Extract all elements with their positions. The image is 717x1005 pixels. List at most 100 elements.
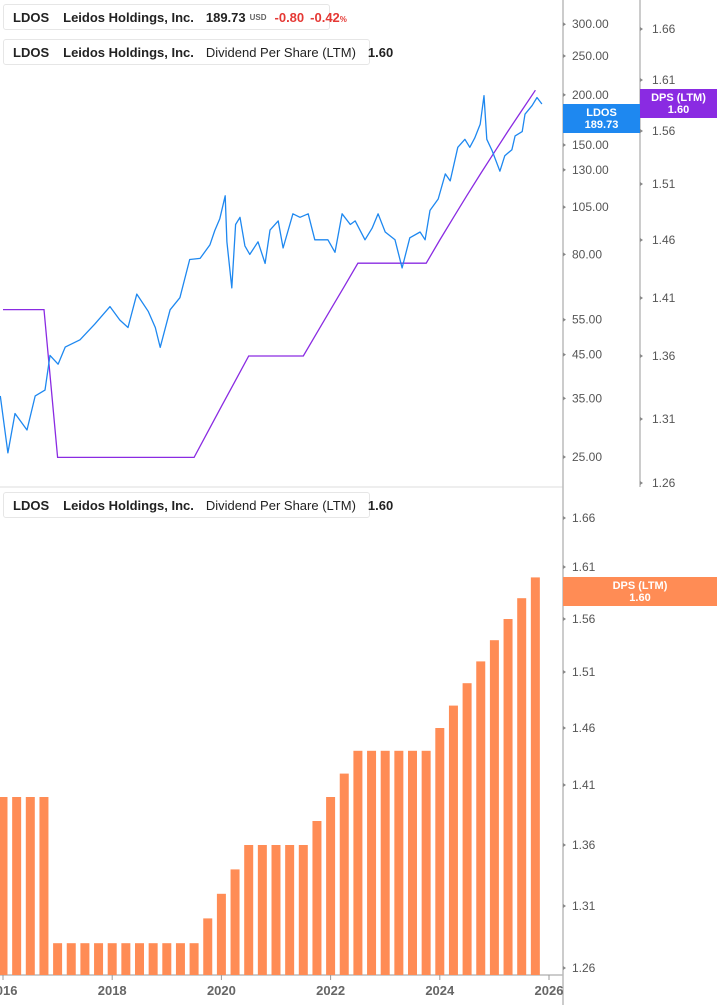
dps-tick-mark	[563, 843, 566, 847]
legend-dps-bottom[interactable]: LDOS Leidos Holdings, Inc. Dividend Per …	[3, 492, 393, 518]
legend-ticker: LDOS	[13, 9, 50, 25]
dps-bar	[80, 943, 90, 975]
y-tick-label: 35.00	[572, 391, 602, 405]
dps-bar	[107, 943, 117, 975]
price-tag-ticker: LDOS	[586, 106, 617, 119]
dps-bar	[530, 577, 540, 975]
dps-bar	[175, 943, 185, 975]
x-tick-label: 2020	[207, 983, 236, 998]
dps-bar	[312, 821, 322, 975]
dps-tick-mark	[640, 182, 643, 186]
dps-bottom-tag: DPS (LTM) 1.60	[563, 577, 717, 606]
legend-price-value: 189.73	[205, 9, 246, 25]
dps-tick-mark	[563, 565, 566, 569]
dps-tick-mark	[640, 129, 643, 133]
y-tick-mark	[563, 317, 566, 322]
dps-bar	[257, 845, 267, 975]
dps-tick-label: 1.31	[572, 899, 596, 913]
dps-tick-label: 1.56	[572, 612, 596, 626]
x-tick-label: 2024	[425, 983, 455, 998]
legend-dps-top[interactable]: LDOS Leidos Holdings, Inc. Dividend Per …	[3, 39, 393, 65]
dps-tick-label: 1.31	[652, 412, 676, 426]
y-tick-label: 105.00	[572, 200, 609, 214]
dps-tick-mark	[563, 726, 566, 730]
dps-tick-label: 1.56	[652, 124, 676, 138]
dps-bar	[25, 797, 35, 975]
dps-bar	[66, 943, 76, 975]
dps-bar	[380, 750, 390, 975]
dps-tick-mark	[640, 238, 643, 242]
y-tick-label: 150.00	[572, 138, 609, 152]
legend-price[interactable]: LDOS Leidos Holdings, Inc. 189.73 USD -0…	[3, 4, 347, 30]
dps-bar	[189, 943, 199, 975]
x-tick-label: 2016	[0, 983, 17, 998]
dps-bar	[462, 683, 472, 975]
dps-tick-label: 1.46	[572, 721, 596, 735]
dps-bar	[298, 845, 308, 975]
dps-bar	[394, 750, 404, 975]
dps-bar	[12, 797, 22, 975]
dps-bar	[121, 943, 131, 975]
dps-bar	[162, 943, 172, 975]
dps-bar	[135, 943, 144, 975]
legend-metric: Dividend Per Share (LTM)	[205, 44, 356, 60]
dps-tick-mark	[563, 783, 566, 787]
y-tick-mark	[563, 54, 566, 58]
dps-tick-mark	[640, 27, 643, 31]
legend-value: 1.60	[367, 497, 394, 513]
dps-bar	[148, 943, 158, 975]
dps-bar	[517, 598, 527, 975]
legend-change: -0.80	[274, 9, 305, 25]
dps-bar	[244, 845, 254, 975]
y-tick-mark	[563, 252, 566, 257]
dps-tick-label: 1.66	[652, 22, 676, 36]
dps-bar	[285, 845, 295, 975]
legend-change-pct: -0.42%	[310, 9, 347, 25]
dps-tick-mark	[563, 617, 566, 621]
dps-tick-mark	[640, 78, 643, 82]
price-tag-value: 189.73	[584, 118, 619, 131]
dps-tick-label: 1.66	[572, 511, 596, 525]
price-tag: LDOS 189.73	[563, 104, 640, 133]
dps-tick-label: 1.36	[572, 838, 596, 852]
dps-tick-mark	[563, 670, 566, 674]
dps-bar	[230, 869, 240, 975]
y-tick-label: 45.00	[572, 348, 602, 362]
x-tick-label: 2018	[98, 983, 127, 998]
dps-tick-label: 1.51	[572, 665, 596, 679]
dps-tick-label: 1.61	[572, 560, 596, 574]
x-tick-label: 2022	[316, 983, 345, 998]
dps-tick-label: 1.41	[572, 778, 596, 792]
dps-bar	[367, 750, 377, 975]
dps-tag-value: 1.60	[667, 103, 690, 116]
y-tick-label: 130.00	[572, 163, 609, 177]
dps-tick-label: 1.41	[652, 291, 676, 305]
dps-bar	[53, 943, 63, 975]
dps-top-tag: DPS (LTM) 1.60	[640, 89, 717, 118]
dps-bar	[0, 797, 8, 975]
dps-bar	[271, 845, 281, 975]
dps-tick-mark	[563, 904, 566, 908]
y-tick-label: 200.00	[572, 88, 609, 102]
y-tick-label: 80.00	[572, 247, 602, 261]
dps-bar	[448, 705, 458, 975]
dps-tick-label: 1.26	[652, 476, 676, 490]
legend-currency: USD	[249, 12, 267, 22]
dps-tick-mark	[640, 296, 643, 300]
legend-company: Leidos Holdings, Inc.	[63, 44, 194, 60]
dps-bar	[435, 728, 445, 975]
y-tick-label: 250.00	[572, 49, 609, 63]
y-tick-label: 300.00	[572, 17, 609, 31]
legend-company: Leidos Holdings, Inc.	[63, 497, 194, 513]
dps-bar	[408, 750, 417, 975]
y-tick-mark	[563, 142, 566, 147]
legend-metric: Dividend Per Share (LTM)	[205, 497, 356, 513]
y-tick-mark	[563, 396, 566, 401]
dps-tick-label: 1.46	[652, 233, 676, 247]
dps-bar	[503, 619, 513, 975]
y-tick-mark	[563, 352, 566, 357]
dps-tag-label: DPS (LTM)	[612, 579, 668, 592]
dps-tick-label: 1.26	[572, 961, 596, 975]
